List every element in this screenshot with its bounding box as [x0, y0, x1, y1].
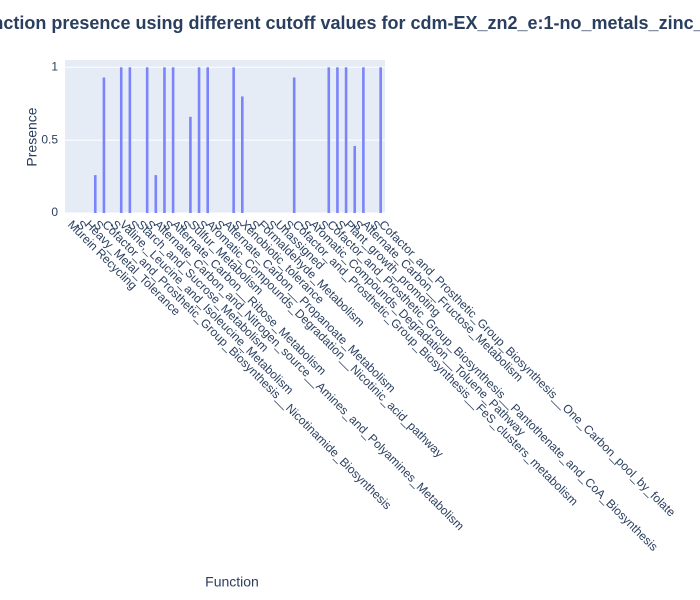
bar — [379, 67, 382, 214]
bar — [102, 77, 106, 213]
x-tick-label: Cofactor_and_Prosthetic_Group_Biosynthes… — [290, 217, 581, 508]
y-axis-title: Presence — [24, 107, 40, 166]
bar — [292, 77, 296, 213]
bar — [336, 67, 339, 214]
bar — [163, 67, 166, 214]
plot-area — [65, 60, 385, 213]
chart-title: Function presence using different cutoff… — [0, 13, 700, 33]
bar — [344, 67, 348, 214]
bar — [93, 175, 97, 213]
bar — [353, 145, 357, 213]
bar — [241, 96, 244, 213]
bar — [206, 67, 209, 214]
bar — [189, 116, 192, 213]
y-tick-label: 0.5 — [41, 132, 58, 146]
y-tick-label: 0 — [51, 205, 58, 219]
bar — [119, 67, 123, 214]
bar — [145, 67, 149, 214]
bar — [232, 67, 235, 214]
bar — [154, 175, 158, 213]
bar — [362, 67, 365, 214]
y-tick-label: 1 — [51, 59, 58, 73]
bar — [128, 67, 132, 214]
x-axis-title: Function — [205, 574, 259, 590]
bar — [327, 67, 331, 214]
bar — [171, 67, 175, 214]
bar — [197, 67, 201, 214]
x-tick-label: Cofactor_and_Prosthetic_Group_Biosynthes… — [376, 217, 678, 519]
